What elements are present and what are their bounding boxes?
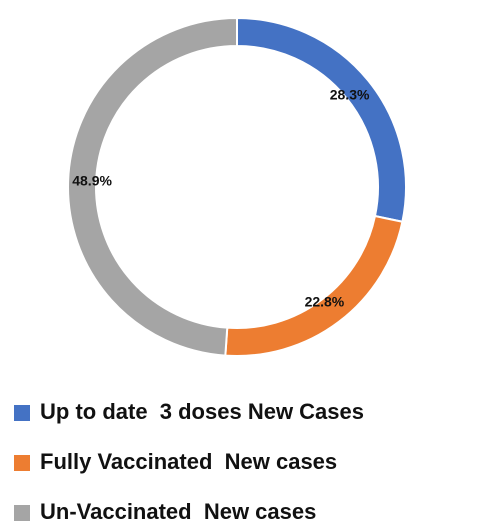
data-label: 48.9% xyxy=(72,173,112,189)
data-label: 22.8% xyxy=(305,293,345,309)
donut-segment xyxy=(224,214,404,357)
legend-swatch xyxy=(14,505,30,521)
legend-label: Un-Vaccinated New cases xyxy=(40,499,316,524)
donut-segment xyxy=(67,16,238,357)
data-label: 28.3% xyxy=(330,86,370,102)
legend-label: Fully Vaccinated New cases xyxy=(40,449,337,474)
legend-swatch xyxy=(14,455,30,471)
donut-segment xyxy=(236,16,407,223)
legend-swatch xyxy=(14,405,30,421)
legend-label: Up to date 3 doses New Cases xyxy=(40,399,364,424)
